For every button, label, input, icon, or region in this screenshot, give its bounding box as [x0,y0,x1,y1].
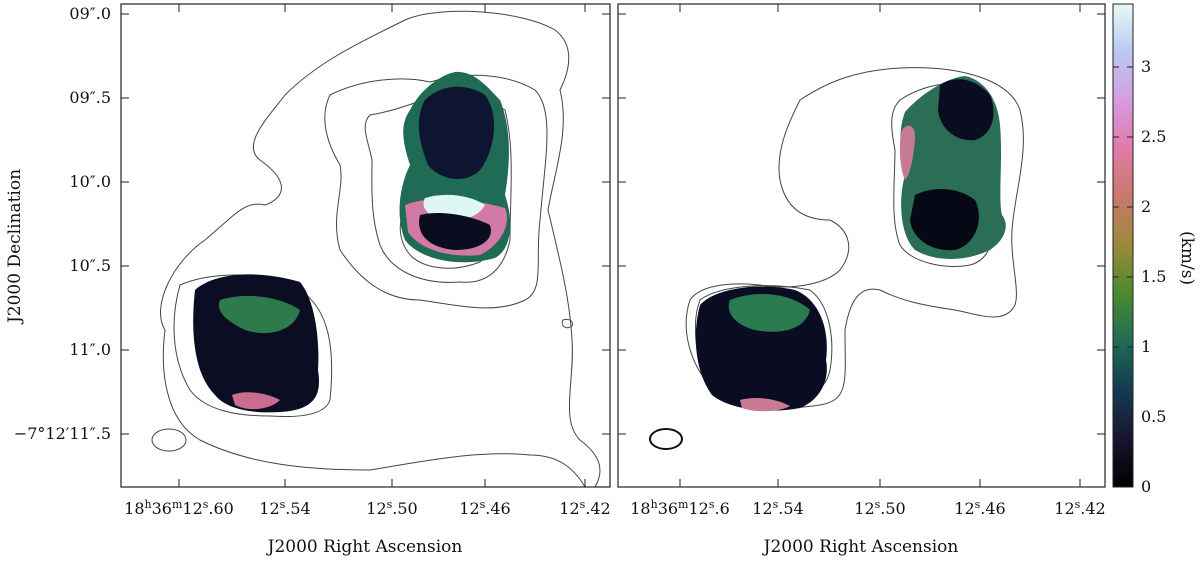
left-contour-outer [160,10,601,487]
left-velocity-map [193,71,511,413]
right-blob-south-pink [740,398,790,412]
x-tick-label: 12s.42 [1054,498,1105,519]
colorbar-tick-label: 3 [1141,57,1151,76]
y-axis-label: J2000 Declination [5,169,25,325]
y-tick-label: 10″.5 [69,256,111,275]
x-tick-label: 12s.54 [752,498,803,519]
y-tick-label: −7°12′11″.5 [14,424,111,443]
x-tick-label: 12s.54 [259,498,310,519]
left-x-ticks: 18h36m12s.60 12s.54 12s.50 12s.46 12s.42 [124,4,611,518]
x-tick-label: 18h36m12s.6 [630,498,730,519]
right-blob-north-dark [938,79,994,141]
x-tick-label: 12s.42 [559,498,610,519]
colorbar-tick-label: 0 [1141,477,1151,496]
left-beam-ellipse [151,428,187,452]
left-contours [151,10,601,487]
x-tick-label: 18h36m12s.60 [124,498,234,519]
left-y-ticks: 09″.0 09″.5 10″.0 10″.5 11″.0 −7°12′11″.5 [14,4,610,443]
right-beam-ellipse [649,428,684,450]
left-contour-6 [561,319,573,329]
y-tick-label: 09″.5 [69,88,111,107]
right-blob-south-green [728,294,810,332]
x-tick-label: 12s.46 [954,498,1005,519]
right-blob-north-pink [899,125,916,180]
right-x-axis-label: J2000 Right Ascension [762,537,959,557]
left-blob-south-dark [193,274,320,413]
colorbar-tick-label: 0.5 [1141,407,1166,426]
colorbar-tick-label: 1.5 [1141,267,1166,286]
left-blob-north-dark [418,86,495,180]
colorbar-tick-label: 1 [1141,337,1151,356]
left-x-axis-label: J2000 Right Ascension [266,537,463,557]
colorbar-label: (km/s) [1177,231,1197,285]
colorbar-gradient [1112,3,1134,488]
right-panel: 18h36m12s.6 12s.54 12s.50 12s.46 12s.42 J200… [617,3,1106,557]
x-tick-label: 12s.50 [366,498,417,519]
colorbar-tick-label: 2.5 [1141,127,1166,146]
colorbar: 0 0.5 1 1.5 2 2.5 3 (km/s) [1112,3,1197,496]
left-blob-south-pink [232,392,280,410]
right-x-ticks: 18h36m12s.6 12s.54 12s.50 12s.46 12s.42 [630,4,1106,518]
right-contour-outer [685,67,1024,408]
left-blob-north-core [419,213,491,250]
y-tick-label: 09″.0 [69,4,111,23]
right-velocity-map [695,76,1006,412]
right-blob-north-core [910,188,979,251]
left-panel-frame [120,3,611,488]
y-tick-label: 11″.0 [69,340,111,359]
x-tick-label: 12s.50 [854,498,905,519]
right-y-ticks [618,13,1105,435]
left-panel: 09″.0 09″.5 10″.0 10″.5 11″.0 −7°12′11″.5 18h… [14,3,611,557]
y-tick-label: 10″.0 [69,172,111,191]
left-blob-south-green [218,295,300,334]
x-tick-label: 12s.46 [459,498,510,519]
colorbar-ticks: 0 0.5 1 1.5 2 2.5 3 [1113,57,1166,496]
right-panel-frame [617,3,1106,488]
colorbar-tick-label: 2 [1141,197,1151,216]
